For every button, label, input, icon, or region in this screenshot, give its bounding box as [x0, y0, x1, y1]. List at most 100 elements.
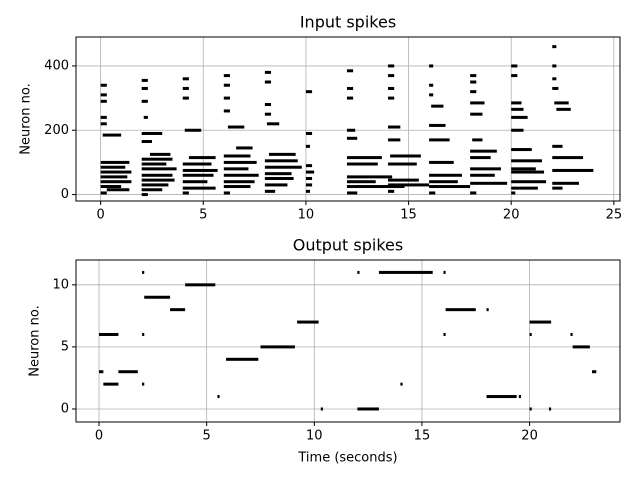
x-axis-label: Time (seconds) [297, 451, 397, 466]
spike-run [556, 107, 571, 111]
spike-run [182, 191, 189, 195]
spike-run [223, 83, 230, 87]
spike-run [141, 178, 175, 182]
spike-run [264, 70, 272, 74]
spike-run [511, 74, 518, 78]
spike-run [118, 370, 138, 374]
spike-run [305, 144, 311, 148]
spike-run [470, 181, 508, 185]
spike-run [552, 181, 579, 185]
spike-run [388, 183, 430, 187]
spike-run [378, 270, 433, 274]
spike-run [99, 370, 104, 374]
spike-run [305, 164, 313, 168]
x-tick-label: 25 [606, 208, 623, 223]
y-axis-label: Neuron no. [19, 83, 34, 154]
spike-run [182, 173, 214, 177]
spike-run [346, 136, 358, 140]
spike-run [141, 140, 152, 144]
spike-run [554, 101, 569, 105]
spike-run [141, 183, 169, 187]
spike-run [388, 64, 395, 68]
spike-run [388, 74, 395, 78]
spike-run [100, 99, 107, 103]
spike-run [511, 159, 542, 163]
spike-run [149, 152, 171, 156]
spike-run [470, 74, 477, 78]
x-tick-label: 15 [414, 429, 431, 444]
spike-run [141, 173, 173, 177]
spike-run [431, 104, 444, 108]
spike-run [529, 320, 552, 324]
spike-run [388, 162, 417, 166]
spike-run [223, 154, 251, 158]
spike-run [100, 191, 107, 195]
spike-run [223, 160, 257, 164]
spike-run [429, 160, 454, 164]
spike-run [346, 156, 382, 160]
spike-run [144, 295, 171, 299]
spike-run [142, 382, 145, 386]
spike-run [182, 168, 218, 172]
spike-run [100, 115, 107, 119]
x-tick-label: 20 [521, 429, 538, 444]
spike-run [264, 103, 272, 107]
spike-run [511, 101, 522, 105]
x-tick-label: 0 [96, 208, 104, 223]
spike-run [305, 189, 311, 193]
spike-run [511, 148, 532, 152]
spike-run [100, 180, 132, 184]
spike-run [518, 395, 521, 399]
spike-run [223, 191, 230, 195]
spike-run [472, 138, 483, 142]
spike-run [260, 345, 267, 349]
y-tick-label: 10 [52, 277, 69, 292]
spike-run [445, 308, 476, 312]
spike-run [102, 133, 122, 137]
y-tick-label: 200 [44, 123, 69, 138]
spike-run [470, 149, 497, 153]
spike-run [470, 90, 477, 94]
spike-run [400, 382, 403, 386]
spike-run [305, 90, 313, 94]
spike-run [297, 320, 319, 324]
spike-run [511, 64, 518, 68]
spike-run [429, 180, 458, 184]
spike-run [141, 167, 177, 171]
spike-run [182, 162, 212, 166]
spike-run [346, 191, 358, 195]
spike-run [486, 308, 489, 312]
spike-run [552, 64, 557, 68]
spike-run [141, 131, 163, 135]
x-tick-label: 10 [298, 208, 315, 223]
spike-run [346, 96, 354, 100]
spike-run [100, 175, 128, 179]
spike-run [429, 191, 436, 195]
spike-run [106, 188, 130, 192]
spike-run [511, 180, 547, 184]
y-axis-label: Neuron no. [28, 305, 43, 376]
spike-run [99, 332, 119, 336]
spike-run [470, 80, 477, 84]
spike-run [142, 332, 145, 336]
spike-run [429, 93, 434, 97]
spike-run [305, 183, 313, 187]
spike-run [264, 183, 288, 187]
spike-run [223, 180, 255, 184]
spike-run [470, 167, 501, 171]
spike-run [185, 283, 216, 287]
spike-run [184, 128, 202, 132]
spike-run [511, 191, 516, 195]
spike-run [388, 138, 401, 142]
spike-run [142, 270, 145, 274]
y-tick-label: 0 [61, 401, 69, 416]
spike-run [552, 45, 557, 49]
spike-run [429, 83, 434, 87]
spike-run [470, 156, 491, 160]
spike-run [357, 270, 360, 274]
spike-run [188, 156, 216, 160]
spike-run [357, 407, 379, 411]
spike-run [223, 173, 259, 177]
spike-run [388, 125, 401, 129]
spike-run [346, 175, 393, 179]
